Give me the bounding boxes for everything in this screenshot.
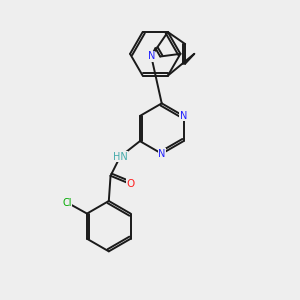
Text: N: N	[158, 149, 165, 159]
Text: Cl: Cl	[62, 198, 72, 208]
Text: O: O	[126, 179, 134, 189]
Text: HN: HN	[113, 152, 128, 162]
Text: N: N	[148, 51, 155, 61]
Text: N: N	[180, 111, 187, 121]
